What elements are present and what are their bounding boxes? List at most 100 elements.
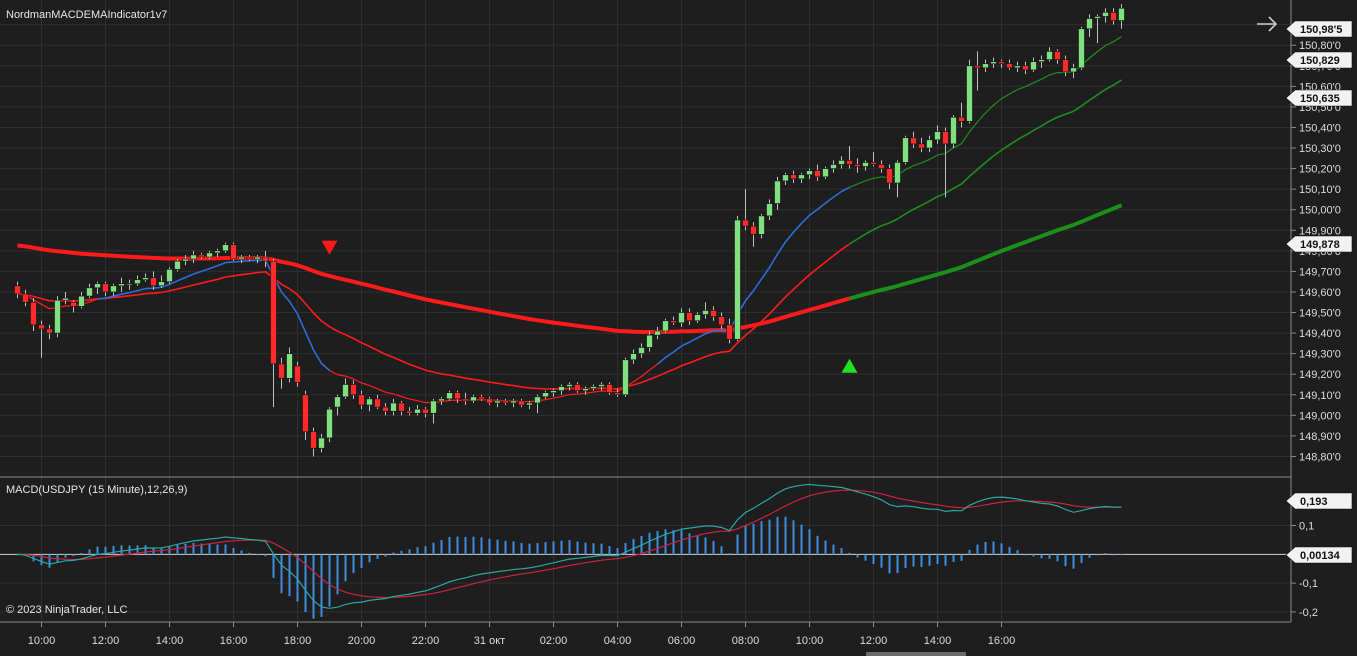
candle-body <box>430 400 437 414</box>
macd-histogram-bar <box>816 535 819 555</box>
candle-body <box>286 353 293 379</box>
candle-body <box>1078 28 1085 69</box>
macd-histogram-bar <box>32 554 35 562</box>
candle-body <box>494 400 501 404</box>
histogram-value-tag-text: 0,00134 <box>1300 550 1341 562</box>
candle-body <box>190 254 197 260</box>
macd-histogram-bar <box>504 540 507 555</box>
candle-body <box>1014 65 1021 69</box>
macd-histogram-bar <box>40 554 43 566</box>
mid-ema-bear-line <box>17 243 850 390</box>
time-tick-label: 16:00 <box>988 635 1016 647</box>
mid-ema-bull-line <box>849 79 1122 245</box>
macd-histogram-bar <box>744 525 747 555</box>
candle-body <box>342 384 349 398</box>
candle-body <box>46 328 53 334</box>
macd-histogram-bar <box>896 554 899 574</box>
candle-body <box>982 63 989 69</box>
macd-histogram-bar <box>552 541 555 555</box>
macd-histogram-bar <box>208 543 211 555</box>
macd-histogram-bar <box>352 554 355 574</box>
histogram-value-tag <box>1285 546 1353 564</box>
macd-histogram-bar <box>592 543 595 555</box>
macd-histogram-bar <box>968 549 971 555</box>
candle-body <box>822 168 829 178</box>
candle-body <box>1046 51 1053 60</box>
mid-ema-tag-text: 150,635 <box>1300 93 1340 105</box>
horizontal-scrollbar-thumb[interactable] <box>866 652 966 656</box>
macd-histogram-bar <box>1080 554 1083 563</box>
macd-histogram-bar <box>256 554 259 556</box>
candle-body <box>126 283 133 286</box>
macd-histogram-bar <box>920 554 923 567</box>
candle-body <box>870 162 877 165</box>
candle-body <box>790 174 797 180</box>
macd-histogram-bar <box>144 545 147 555</box>
candle-body <box>686 312 693 322</box>
macd-tick-label: -0,1 <box>1299 578 1318 590</box>
macd-histogram-bar <box>960 554 963 561</box>
slow-ema-bear-line <box>17 243 851 334</box>
slow-ema-tag-text: 149,878 <box>1300 239 1340 251</box>
price-tick-label: 150,80'0 <box>1299 40 1341 52</box>
macd-histogram-bar <box>808 529 811 555</box>
macd-histogram-bar <box>1072 554 1075 569</box>
macd-histogram-bar <box>192 542 195 555</box>
macd-histogram-bar <box>1104 553 1107 555</box>
price-tick-label: 148,80'0 <box>1299 451 1341 463</box>
macd-histogram-bar <box>496 539 499 555</box>
candle-body <box>670 320 677 324</box>
candle-body <box>462 398 469 402</box>
macd-histogram-bar <box>96 546 99 555</box>
macd-axis[interactable]: 0,1 -0,1 -0,2 <box>1291 521 1318 619</box>
candle-body <box>726 324 733 340</box>
macd-histogram-bar <box>328 554 331 607</box>
fast-ema-tag-text: 150,829 <box>1300 55 1340 67</box>
macd-histogram-bar <box>56 554 59 563</box>
price-tick-label: 150,00'0 <box>1299 205 1341 217</box>
candle-body <box>590 386 597 389</box>
candle-body <box>862 162 869 167</box>
candle-body <box>374 398 381 408</box>
candle-body <box>702 310 709 315</box>
scroll-right-icon[interactable] <box>1257 16 1278 32</box>
time-tick-label: 04:00 <box>604 635 632 647</box>
time-axis[interactable]: 10:00 12:00 14:00 16:00 18:00 20:00 22:00 31 ок… <box>28 622 1016 647</box>
macd-value-tag-text: 0,193 <box>1300 496 1328 508</box>
candle-body <box>350 384 357 396</box>
price-tick-label: 149,40'0 <box>1299 328 1341 340</box>
macd-histogram-bar <box>1064 554 1067 567</box>
macd-histogram-bar <box>184 543 187 555</box>
candle-body <box>38 324 45 330</box>
macd-histogram-bar <box>648 532 651 555</box>
fast-ema-tag <box>1285 51 1353 69</box>
macd-histogram-bar <box>48 554 51 568</box>
macd-histogram-bar <box>160 548 163 555</box>
candle-body <box>502 400 509 404</box>
macd-histogram-bar <box>800 524 803 555</box>
macd-histogram-bar <box>992 541 995 555</box>
candle-body <box>70 301 77 307</box>
price-axis[interactable]: 150,90'0150,80'0150,70'0150,60'0150,50'0… <box>1291 20 1341 464</box>
macd-histogram-bar <box>432 542 435 555</box>
candle-body <box>150 277 157 287</box>
candle-body <box>806 170 813 176</box>
candle-body <box>742 219 749 227</box>
macd-histogram-bar <box>384 554 387 557</box>
macd-histogram-bar <box>424 546 427 555</box>
price-tick-label: 149,30'0 <box>1299 349 1341 361</box>
macd-histogram-bar <box>568 540 571 555</box>
candle-body <box>510 400 517 404</box>
price-panel[interactable] <box>14 4 1125 457</box>
macd-histogram-bar <box>624 542 627 555</box>
price-tick-label: 149,90'0 <box>1299 225 1341 237</box>
macd-histogram-bar <box>104 546 107 555</box>
macd-panel[interactable] <box>0 483 1291 619</box>
macd-histogram-bar <box>392 552 395 555</box>
macd-histogram-bar <box>720 546 723 555</box>
macd-histogram-bar <box>296 554 299 602</box>
slow-ema-tag <box>1285 235 1353 253</box>
candle-body <box>542 392 549 398</box>
